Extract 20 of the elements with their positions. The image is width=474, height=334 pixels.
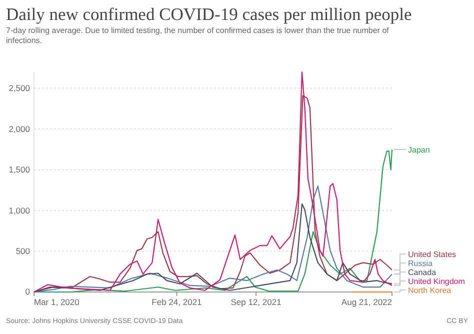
y-tick-label: 2,000 bbox=[8, 124, 30, 134]
text: North Korea bbox=[408, 286, 452, 295]
line-series bbox=[33, 186, 393, 293]
y-tick-label: 500 bbox=[16, 246, 30, 256]
text: United States bbox=[408, 250, 456, 259]
x-tick-label: Feb 24, 2021 bbox=[152, 297, 202, 308]
y-tick-label: 1,000 bbox=[8, 205, 30, 216]
y-tick-label: 2,500 bbox=[8, 83, 30, 94]
x-tick-label: Sep 12, 2021 bbox=[230, 297, 282, 308]
x-tick-label: Mar 1, 2020 bbox=[34, 297, 80, 308]
chart-subtitle: 7-day rolling average. Due to limited testing, the number of confirmed cases is lower than the true number of infections. bbox=[6, 26, 390, 45]
text: United Kingdom bbox=[408, 277, 466, 286]
text: Canada bbox=[408, 268, 437, 277]
line-series bbox=[33, 203, 393, 293]
y-tick-label: 0 bbox=[25, 286, 30, 297]
text: Russia bbox=[408, 259, 434, 268]
text: Japan bbox=[408, 145, 430, 154]
chart-title: Daily new confirmed COVID-19 cases per million people bbox=[6, 4, 412, 24]
x-tick-label: Aug 21, 2022 bbox=[341, 297, 392, 308]
y-tick-label: 1,500 bbox=[8, 164, 30, 174]
